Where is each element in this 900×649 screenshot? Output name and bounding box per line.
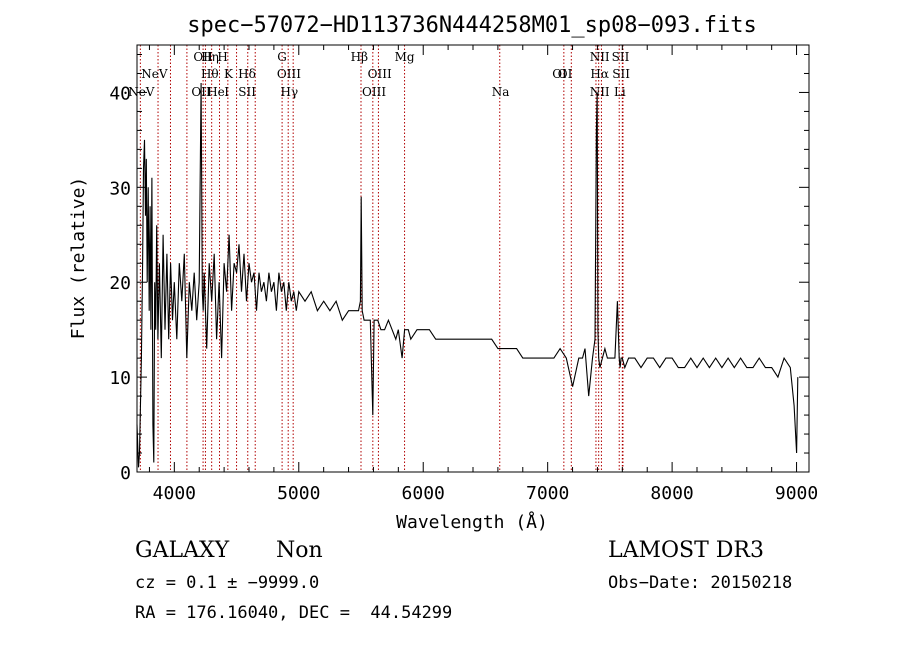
y-tick-label-4: 40	[109, 83, 131, 104]
x-tick-label-5: 9000	[775, 483, 818, 504]
line-label-bottom_row-4: SII	[238, 85, 256, 99]
line-label-bottom_row-7: Na	[492, 85, 510, 99]
y-tick-label-2: 20	[109, 273, 131, 294]
x-tick-label-2: 6000	[402, 483, 445, 504]
line-label-mid_row-2: K	[224, 67, 234, 81]
y-tick-label-1: 10	[109, 368, 131, 389]
line-label-top_row-3: G	[277, 50, 287, 64]
line-label-mid_row-9: SII	[612, 67, 630, 81]
subclass-label: Non	[276, 538, 323, 563]
x-axis-ticks: 4000 5000 6000 7000 8000 9000	[148, 45, 818, 504]
spectrum-line	[136, 82, 799, 468]
line-label-mid_row-5: OIII	[368, 67, 392, 81]
line-label-mid_row-6: OI	[558, 67, 573, 81]
line-label-mid_row-7: OI	[552, 67, 567, 81]
x-axis-label: Wavelength (Å)	[396, 511, 548, 533]
y-tick-label-0: 0	[120, 463, 131, 484]
line-label-bottom_row-2: He	[207, 85, 225, 99]
y-axis-ticks: 0 10 20 30 40	[109, 53, 809, 484]
chart-title: spec−57072−HD113736N444258M01_sp08−093.f…	[187, 13, 757, 38]
line-label-bottom_row-5: Hγ	[280, 85, 298, 99]
line-label-mid_row-1: Hθ	[201, 67, 219, 81]
x-tick-label-4: 8000	[650, 483, 693, 504]
line-label-mid_row-8: Hα	[590, 67, 609, 81]
line-label-top_row-0: OII	[193, 50, 213, 64]
y-axis-label: Flux (relative)	[68, 177, 89, 340]
line-label-top_row-1: Hη	[201, 50, 219, 64]
line-label-mid_row-3: Hδ	[238, 67, 256, 81]
line-label-bottom_row-6: OIII	[362, 85, 386, 99]
class-label: GALAXY	[135, 538, 230, 563]
cz-value: cz = 0.1 ± −9999.0	[135, 573, 320, 593]
line-label-top_row-7: SII	[612, 50, 630, 64]
line-label-bottom_row-9: Li	[614, 85, 626, 99]
survey-label: LAMOST DR3	[608, 538, 764, 563]
line-label-top_row-6: NII	[590, 50, 610, 64]
line-label-bottom_row-3: I	[224, 85, 229, 99]
y-tick-label-3: 30	[109, 178, 131, 199]
x-tick-label-0: 4000	[153, 483, 196, 504]
spectral-line-markers	[139, 45, 624, 472]
obs-date: Obs−Date: 20150218	[608, 573, 793, 593]
line-label-top_row-2: H	[217, 50, 227, 64]
line-label-mid_row-0: NeV	[141, 67, 168, 81]
x-tick-label-1: 5000	[277, 483, 320, 504]
line-label-mid_row-4: OIII	[277, 67, 301, 81]
line-label-top_row-4: Hβ	[351, 50, 368, 64]
line-label-bottom_row-8: NII	[590, 85, 610, 99]
line-label-top_row-5: Mg	[395, 50, 415, 64]
ra-dec-value: RA = 176.16040, DEC = 44.54299	[135, 603, 453, 623]
x-tick-label-3: 7000	[526, 483, 569, 504]
